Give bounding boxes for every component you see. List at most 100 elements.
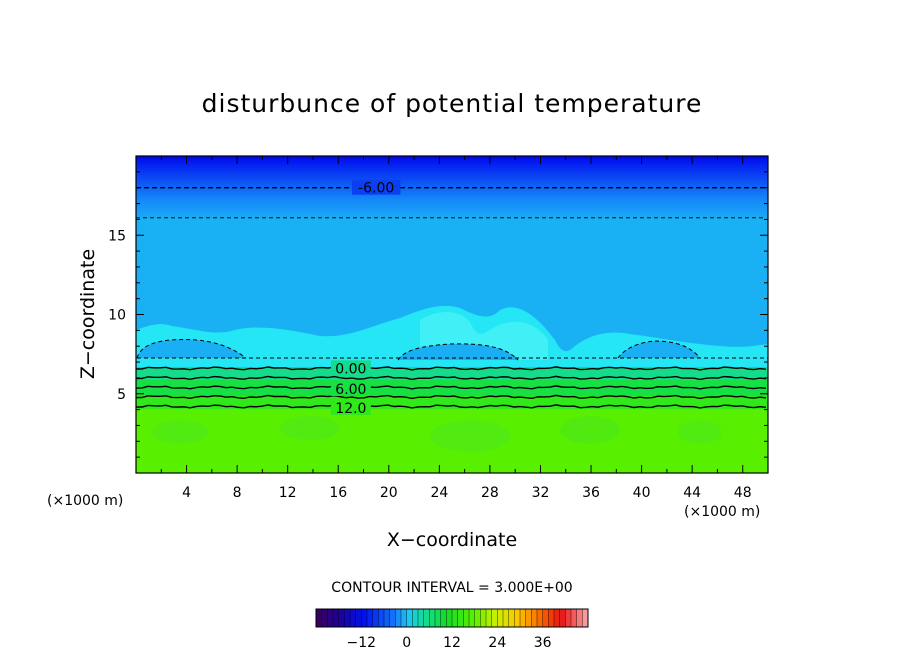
colorbar-cell bbox=[531, 609, 538, 627]
colorbar-cell bbox=[537, 609, 544, 627]
contour-label: 6.00 bbox=[335, 382, 366, 398]
contour-label: 12.0 bbox=[335, 401, 366, 417]
field-fill-blue-bump-1 bbox=[137, 339, 246, 358]
contour-line-bump-3 bbox=[617, 340, 701, 359]
colorbar-cell bbox=[350, 609, 357, 627]
colorbar-tick-label: 36 bbox=[534, 635, 552, 651]
colorbar-cell bbox=[491, 609, 498, 627]
x-tick-label: 12 bbox=[279, 485, 297, 501]
contour-line bbox=[136, 366, 767, 371]
x-tick-label: 40 bbox=[633, 485, 651, 501]
colorbar-cell bbox=[514, 609, 521, 627]
contour-interval-label: CONTOUR INTERVAL = 3.000E+00 bbox=[331, 580, 572, 596]
x-tick-label: 4 bbox=[182, 485, 191, 501]
colorbar-cell bbox=[435, 609, 442, 627]
x-tick-label: 28 bbox=[481, 485, 499, 501]
colorbar-cell bbox=[321, 609, 328, 627]
x-tick-label: 36 bbox=[582, 485, 600, 501]
colorbar-cell bbox=[316, 609, 323, 627]
colorbar-tick-label: 0 bbox=[402, 635, 411, 651]
colorbar bbox=[315, 608, 589, 628]
contour-line bbox=[136, 404, 767, 409]
contour-line bbox=[136, 394, 767, 400]
colorbar-cell bbox=[457, 609, 464, 627]
plot-area bbox=[136, 156, 768, 473]
colorbar-cell bbox=[548, 609, 555, 627]
colorbar-cell bbox=[503, 609, 510, 627]
y-axis-unit-label: (×1000 m) bbox=[47, 493, 123, 509]
colorbar-cell bbox=[452, 609, 459, 627]
colorbar-cell bbox=[446, 609, 453, 627]
x-axis-unit-label: (×1000 m) bbox=[684, 504, 760, 520]
contour-line bbox=[136, 375, 767, 381]
colorbar-cell bbox=[497, 609, 504, 627]
y-tick-label: 10 bbox=[108, 308, 126, 324]
colorbar-cell bbox=[372, 609, 379, 627]
chart-title: disturbunce of potential temperature bbox=[202, 89, 703, 118]
colorbar-tick-labels: −12 0 12 24 36 bbox=[347, 635, 552, 651]
colorbar-cell bbox=[571, 609, 578, 627]
colorbar-cell bbox=[486, 609, 493, 627]
field-fill-blue-bump-2 bbox=[398, 343, 518, 360]
contour-label: -6.00 bbox=[358, 181, 394, 197]
colorbar-cell bbox=[554, 609, 561, 627]
contour-label-bg bbox=[330, 360, 371, 376]
field-fill-lime-patches bbox=[152, 416, 722, 452]
x-tick-label: 20 bbox=[380, 485, 398, 501]
colorbar-cell bbox=[367, 609, 374, 627]
colorbar-cell bbox=[440, 609, 447, 627]
colorbar-cell bbox=[520, 609, 527, 627]
colorbar-cell bbox=[429, 609, 436, 627]
colorbar-cell bbox=[355, 609, 362, 627]
colorbar-cell bbox=[423, 609, 430, 627]
colorbar-tick-label: 24 bbox=[488, 635, 506, 651]
colorbar-tick-label: −12 bbox=[347, 635, 377, 651]
colorbar-cell bbox=[344, 609, 351, 627]
x-axis-ticks: 4 8 12 16 20 24 28 32 36 40 44 48 bbox=[160, 156, 752, 501]
colorbar-cell bbox=[384, 609, 391, 627]
x-tick-label: 8 bbox=[233, 485, 242, 501]
x-tick-label: 24 bbox=[430, 485, 448, 501]
colorbar-cell bbox=[469, 609, 476, 627]
contour-line bbox=[136, 385, 767, 390]
y-tick-label: 15 bbox=[108, 228, 126, 244]
contour-line-bump-2 bbox=[397, 343, 519, 361]
colorbar-cell bbox=[582, 609, 589, 627]
colorbar-cell bbox=[565, 609, 572, 627]
x-tick-label: 16 bbox=[329, 485, 347, 501]
x-tick-label: 44 bbox=[683, 485, 701, 501]
colorbar-cell bbox=[389, 609, 396, 627]
colorbar-cell bbox=[508, 609, 515, 627]
x-tick-label: 32 bbox=[532, 485, 550, 501]
colorbar-cell bbox=[463, 609, 470, 627]
contour-label: 0.00 bbox=[335, 361, 366, 377]
colorbar-cell bbox=[412, 609, 419, 627]
colorbar-cell bbox=[525, 609, 532, 627]
contour-label-bg bbox=[330, 380, 371, 396]
colorbar-cell bbox=[418, 609, 425, 627]
colorbar-cell bbox=[378, 609, 385, 627]
y-tick-label: 5 bbox=[117, 387, 126, 403]
y-axis-ticks: 5 10 15 bbox=[108, 171, 768, 458]
x-axis-label: X−coordinate bbox=[387, 529, 517, 551]
x-tick-label: 48 bbox=[734, 485, 752, 501]
contour-line-bump-1 bbox=[136, 339, 247, 359]
colorbar-tick-label: 12 bbox=[443, 635, 461, 651]
field-fill-green bbox=[136, 380, 768, 398]
colorbar-cell bbox=[338, 609, 345, 627]
colorbar-cell bbox=[559, 609, 566, 627]
field-fill-green-2 bbox=[136, 396, 768, 410]
colorbar-cell bbox=[361, 609, 368, 627]
colorbar-cell bbox=[542, 609, 549, 627]
colorbar-cell bbox=[333, 609, 340, 627]
colorbar-cell bbox=[401, 609, 408, 627]
colorbar-cell bbox=[474, 609, 481, 627]
contour-lines bbox=[136, 187, 767, 409]
colorbar-cell bbox=[480, 609, 487, 627]
colorbar-cell bbox=[395, 609, 402, 627]
field-fill-blue-bump-3 bbox=[618, 341, 700, 358]
field-fill-teal bbox=[136, 367, 768, 381]
contour-label-bg bbox=[330, 400, 371, 416]
contour-label-bg bbox=[351, 179, 401, 195]
